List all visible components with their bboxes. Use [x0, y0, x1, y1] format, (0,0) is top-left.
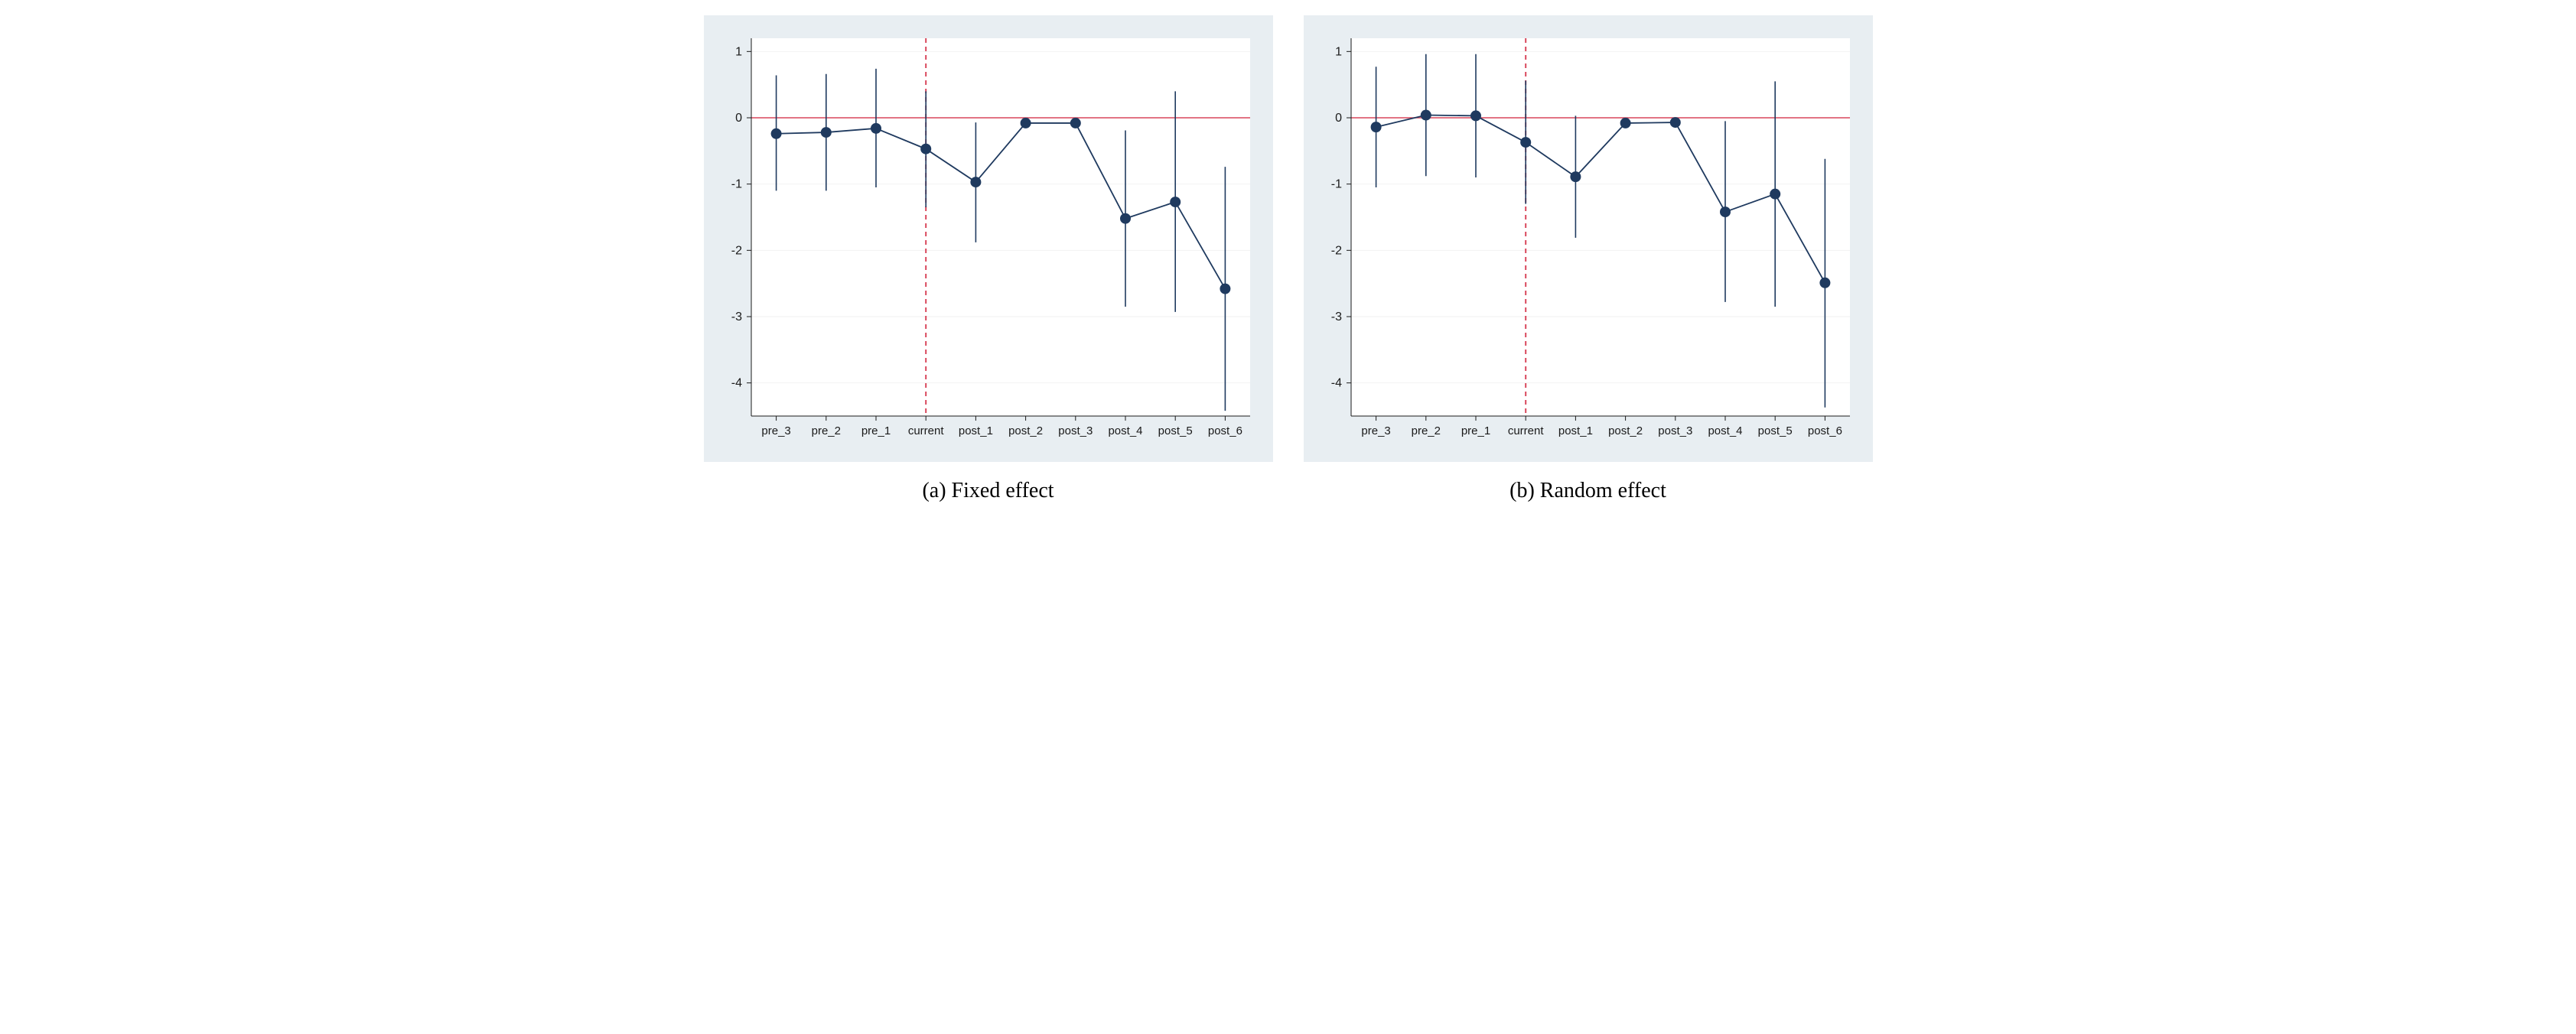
x-tick-label: post_3 [1658, 424, 1692, 437]
chart-panel: -4 -3 -2 -1 0 1 pre_3 pre_2 pre_1 current post_1 po… [704, 15, 1273, 503]
x-tick-label: pre_3 [1361, 424, 1390, 437]
y-tick-label: -3 [1330, 311, 1341, 324]
y-tick-label: 0 [735, 112, 742, 125]
x-tick-label: pre_2 [1411, 424, 1440, 437]
data-marker [1819, 278, 1830, 288]
x-tick-label: current [1507, 424, 1544, 437]
data-marker [1720, 206, 1731, 217]
y-tick-label: 1 [1335, 45, 1342, 58]
y-tick-label: -4 [731, 377, 741, 390]
data-marker [1020, 118, 1031, 128]
data-marker [1070, 118, 1080, 128]
x-tick-label: pre_1 [861, 424, 890, 437]
y-tick-label: -1 [731, 178, 741, 191]
panel-caption: (b) Random effect [1509, 479, 1666, 503]
data-marker [1669, 117, 1680, 128]
data-marker [1420, 110, 1431, 121]
x-tick-label: pre_3 [761, 424, 790, 437]
x-tick-label: pre_1 [1461, 424, 1490, 437]
y-tick-label: -2 [1330, 244, 1341, 257]
data-marker [1370, 122, 1381, 132]
data-marker [770, 128, 781, 139]
x-tick-label: post_6 [1807, 424, 1842, 437]
x-tick-label: post_1 [958, 424, 992, 437]
data-marker [1570, 171, 1581, 182]
x-tick-label: pre_2 [811, 424, 840, 437]
y-tick-label: 0 [1335, 112, 1342, 125]
x-tick-label: post_5 [1158, 424, 1192, 437]
y-tick-label: -3 [731, 311, 741, 324]
x-tick-label: post_5 [1757, 424, 1792, 437]
data-marker [1120, 213, 1131, 224]
data-marker [1770, 189, 1780, 200]
data-marker [820, 127, 831, 138]
x-tick-label: post_4 [1708, 424, 1742, 437]
event-study-chart: -4 -3 -2 -1 0 1 pre_3 pre_2 pre_1 current post_1 po… [1313, 24, 1864, 453]
data-marker [1470, 110, 1481, 121]
data-marker [871, 123, 881, 134]
x-tick-label: post_2 [1608, 424, 1643, 437]
data-marker [1220, 284, 1230, 294]
data-marker [1520, 137, 1531, 148]
data-marker [1620, 118, 1630, 128]
x-tick-label: post_1 [1558, 424, 1592, 437]
chart-outer-frame: -4 -3 -2 -1 0 1 pre_3 pre_2 pre_1 current post_1 po… [704, 15, 1273, 462]
y-tick-label: -4 [1330, 377, 1341, 390]
chart-outer-frame: -4 -3 -2 -1 0 1 pre_3 pre_2 pre_1 current post_1 po… [1304, 15, 1873, 462]
panel-caption: (a) Fixed effect [922, 479, 1054, 503]
y-tick-label: -1 [1330, 178, 1341, 191]
y-tick-label: 1 [735, 45, 742, 58]
data-marker [920, 144, 931, 154]
x-tick-label: post_6 [1207, 424, 1242, 437]
chart-panel: -4 -3 -2 -1 0 1 pre_3 pre_2 pre_1 current post_1 po… [1304, 15, 1873, 503]
y-tick-label: -2 [731, 244, 741, 257]
data-marker [970, 177, 981, 187]
event-study-chart: -4 -3 -2 -1 0 1 pre_3 pre_2 pre_1 current post_1 po… [713, 24, 1264, 453]
x-tick-label: post_3 [1058, 424, 1093, 437]
x-tick-label: current [907, 424, 944, 437]
x-tick-label: post_2 [1008, 424, 1043, 437]
x-tick-label: post_4 [1108, 424, 1142, 437]
data-marker [1170, 197, 1181, 207]
